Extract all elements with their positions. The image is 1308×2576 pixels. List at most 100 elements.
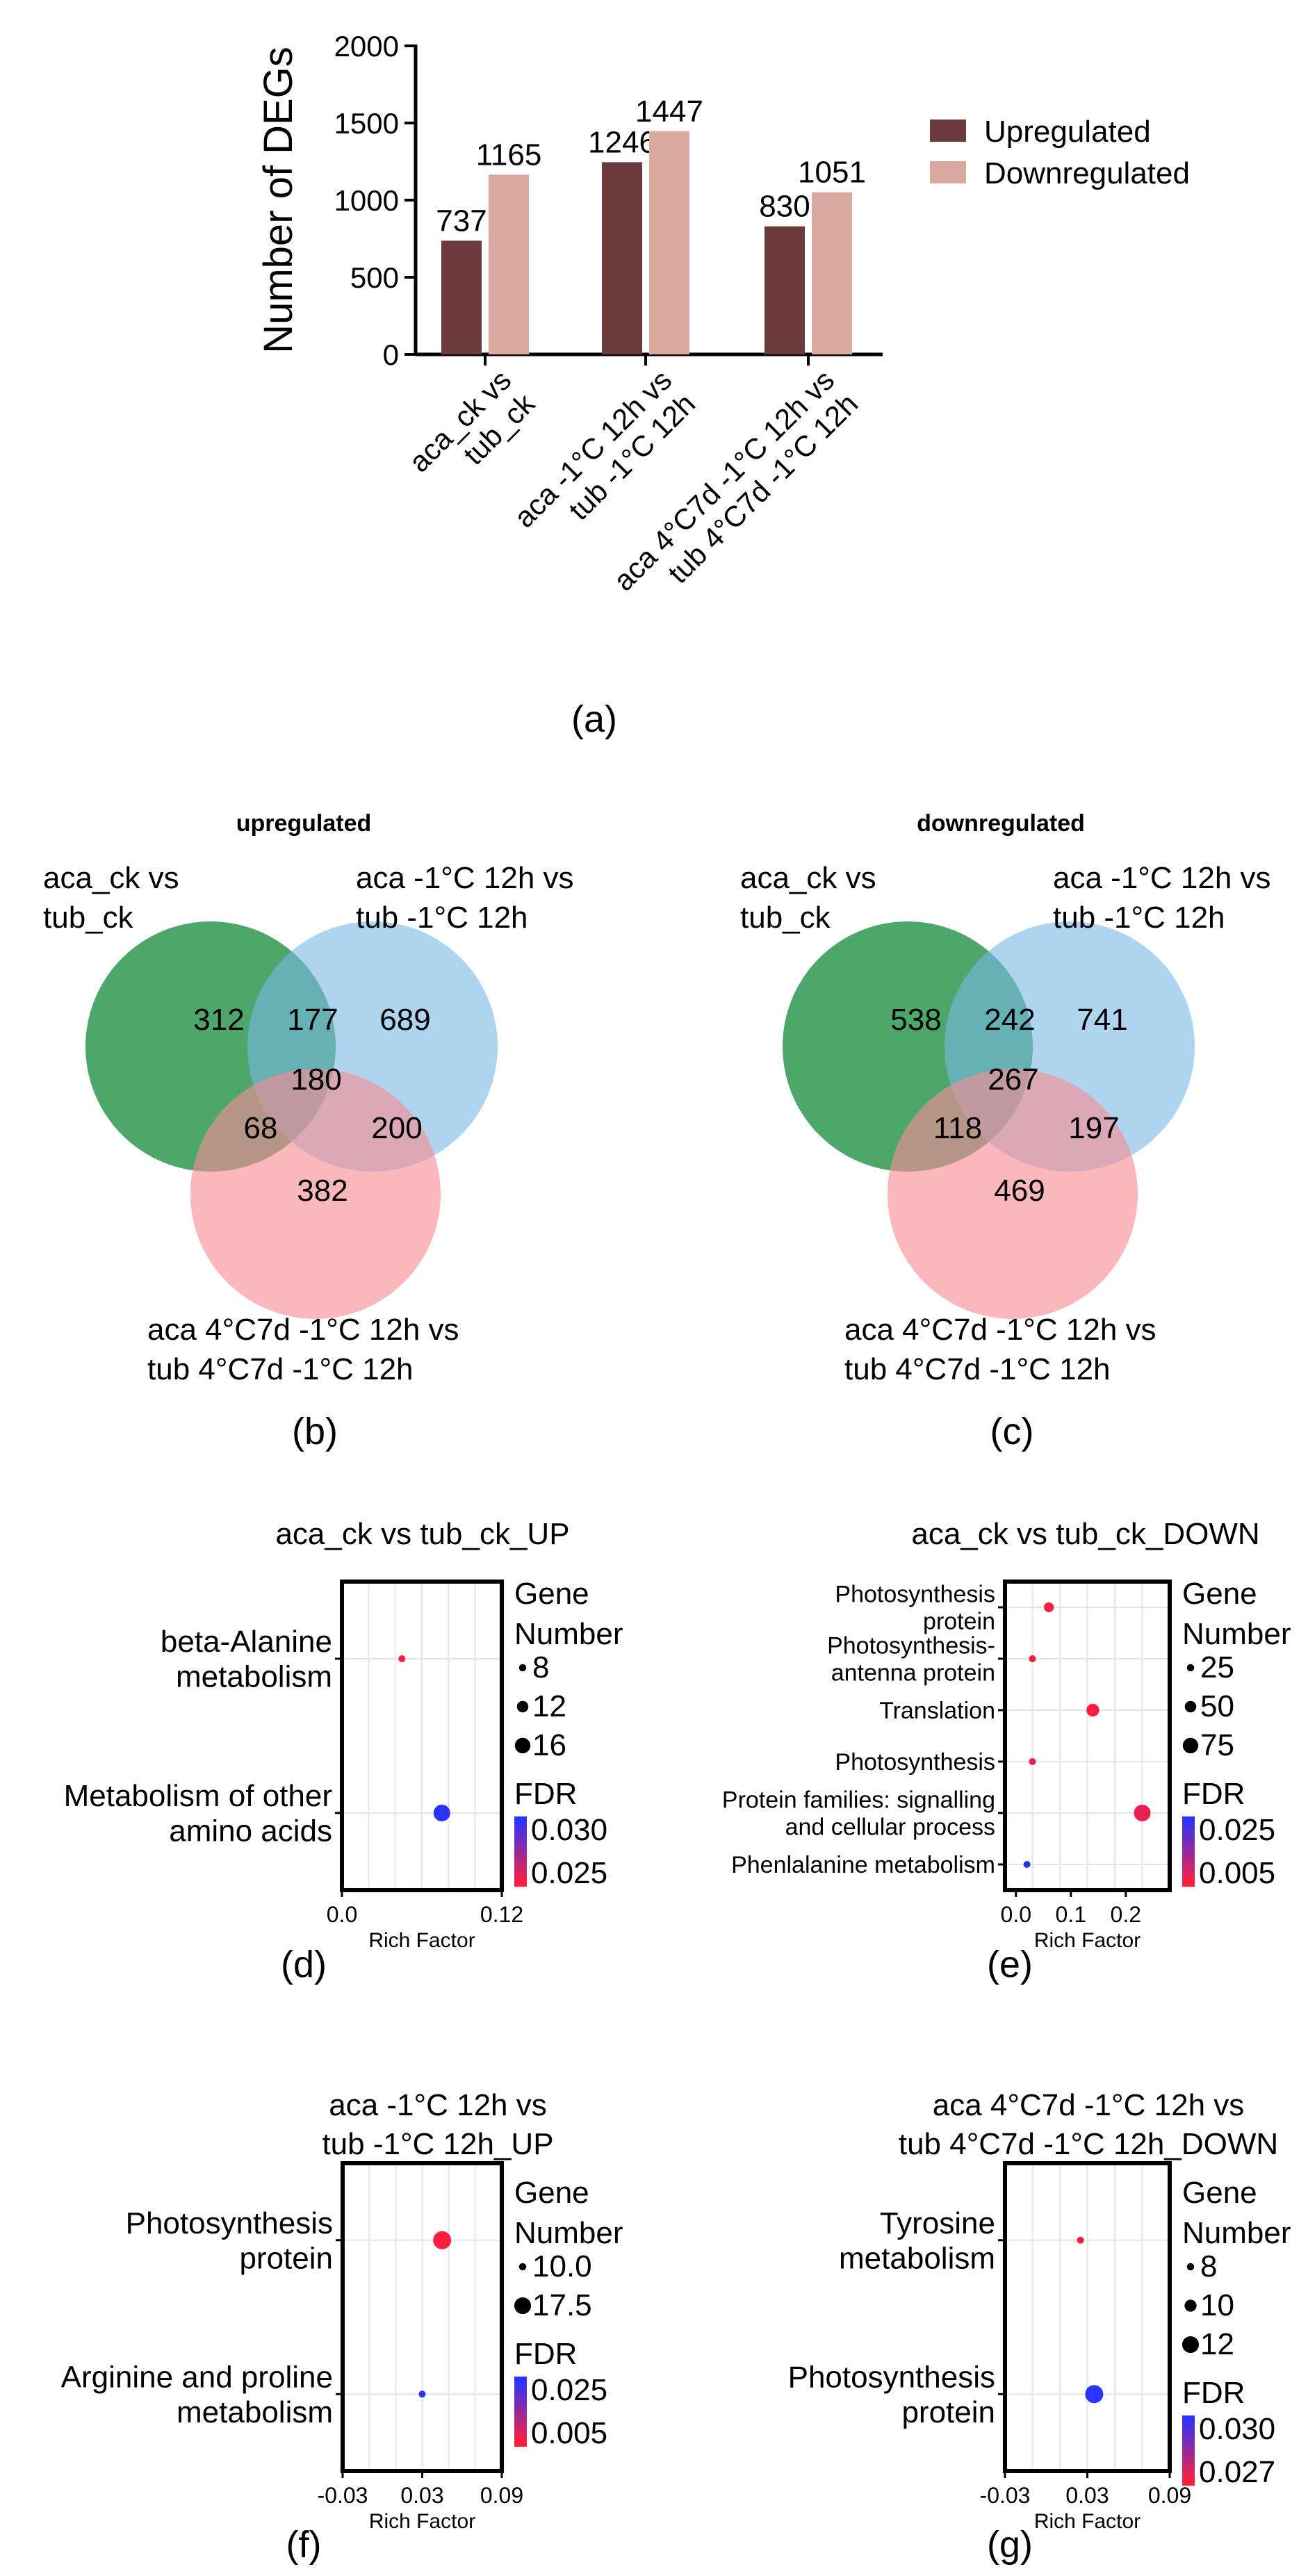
legend-gene-title: Gene xyxy=(514,2176,589,2210)
plot-title: aca 4°C7d -1°C 12h vs xyxy=(933,2088,1245,2122)
venn-set-label-a: tub_ck xyxy=(43,901,134,935)
legend-fdr-label: 0.025 xyxy=(531,2373,607,2407)
term-label: Photosynthesis xyxy=(126,2206,333,2240)
legend-fdr-bar xyxy=(1182,1858,1195,1866)
legend-gene-title: Number xyxy=(1182,1617,1291,1651)
bubble-chart-f: aca -1°C 12h vs tub -1°C 12h_UP Photosynth… xyxy=(61,2088,623,2566)
legend-fdr-bar xyxy=(514,1844,527,1852)
legend-size-dot xyxy=(1184,2299,1197,2312)
legend-gene-title: Number xyxy=(514,2216,623,2250)
legend-size-dot xyxy=(514,1737,531,1754)
term-label: Photosynthesis xyxy=(835,1581,995,1607)
venn-set-label-a: aca_ck vs xyxy=(740,861,876,895)
bubble-point xyxy=(1085,2385,1104,2404)
legend-fdr-bar xyxy=(1182,2478,1195,2486)
legend-gene-title: Number xyxy=(514,1617,623,1651)
x-tick-label: 0.03 xyxy=(400,2483,443,2508)
bubble-chart-e: aca_ck vs tub_ck_DOWNPhotosynthesisprote… xyxy=(722,1517,1291,1985)
term-label: and cellular process xyxy=(785,1814,995,1840)
legend-fdr-bar xyxy=(514,2425,527,2433)
bubble-chart-d: aca_ck vs tub_ck_UP beta-Alaninemetabolis… xyxy=(64,1517,623,1985)
venn-region-ac: 68 xyxy=(244,1111,278,1145)
x-axis-label: Rich Factor xyxy=(369,2510,475,2533)
panel-label: (g) xyxy=(987,2524,1033,2566)
bar-upregulated-2 xyxy=(602,162,642,354)
legend-fdr-bar xyxy=(514,1837,527,1845)
legend-gene-level: 25 xyxy=(1200,1650,1234,1684)
x-tick-label: -0.03 xyxy=(980,2483,1031,2508)
legend-fdr-bar xyxy=(1182,2415,1195,2423)
legend-size-dot xyxy=(518,1664,527,1672)
legend-fdr-bar xyxy=(514,1879,527,1887)
venn-region-abc: 180 xyxy=(291,1063,341,1097)
plot-title: aca_ck vs tub_ck_DOWN xyxy=(911,1517,1259,1551)
legend-fdr-bar xyxy=(1182,1830,1195,1838)
venn-c: downregulated aca_ck vs tub_ck aca -1°C 12h… xyxy=(740,810,1271,1452)
term-label: Protein families: signalling xyxy=(722,1787,995,1813)
legend-gene-level: 8 xyxy=(1200,2249,1217,2283)
x-axis-label: Rich Factor xyxy=(1034,2510,1141,2533)
venn-set-label-c: tub 4°C7d -1°C 12h xyxy=(147,1352,414,1386)
legend-fdr-label: 0.005 xyxy=(531,2416,607,2450)
bubble-point xyxy=(398,1655,406,1662)
bubble-point xyxy=(433,2231,452,2249)
legend-fdr-bar xyxy=(514,1851,527,1859)
bubble-point xyxy=(1029,1655,1036,1662)
y-tick-label: 2000 xyxy=(334,30,399,63)
legend-fdr-bar xyxy=(1182,1879,1195,1887)
venn-set-label-c: tub 4°C7d -1°C 12h xyxy=(844,1352,1111,1386)
legend-fdr-bar xyxy=(514,2390,527,2398)
venn-set-label-b: aca -1°C 12h vs xyxy=(356,861,574,895)
legend-fdr-bar xyxy=(1182,1823,1195,1831)
legend-fdr-label: 0.030 xyxy=(531,1813,607,1847)
bar-downregulated-2 xyxy=(649,131,689,355)
venn-title: downregulated xyxy=(917,810,1085,837)
legend-fdr-label: 0.005 xyxy=(1199,1856,1275,1890)
legend-fdr-title: FDR xyxy=(1182,2376,1245,2410)
bar-value-label: 1447 xyxy=(635,95,703,129)
legend-gene-level: 10.0 xyxy=(532,2249,592,2283)
legend-fdr-title: FDR xyxy=(514,2337,577,2371)
x-tick-label: 0.09 xyxy=(480,2483,523,2508)
bubble-point xyxy=(1023,1861,1031,1868)
legend-fdr-bar xyxy=(1182,1837,1195,1845)
legend-gene-title: Gene xyxy=(514,1577,589,1611)
plot-title: aca -1°C 12h vs xyxy=(329,2088,547,2122)
bar-upregulated-1 xyxy=(441,240,482,354)
legend-gene-level: 75 xyxy=(1200,1728,1234,1762)
bar-value-label: 1165 xyxy=(476,138,542,172)
term-label: amino acids xyxy=(169,1814,332,1848)
venn-region-b: 689 xyxy=(379,1003,430,1037)
legend-fdr-bar xyxy=(514,1830,527,1838)
legend-size-dot xyxy=(1182,2336,1200,2354)
term-label: metabolism xyxy=(177,2395,333,2429)
legend-gene-level: 8 xyxy=(532,1650,549,1684)
bubble-point xyxy=(433,1805,450,1821)
legend-size-dot xyxy=(516,1700,529,1713)
bubble-chart-g: aca 4°C7d -1°C 12h vs tub 4°C7d -1°C 12h_… xyxy=(788,2088,1291,2566)
panel-label: (c) xyxy=(990,1411,1034,1452)
panel-label: (f) xyxy=(286,2524,322,2566)
term-label: beta-Alanine xyxy=(161,1625,332,1659)
legend-size-dot xyxy=(1184,1700,1197,1713)
term-label: antenna protein xyxy=(831,1659,995,1686)
legend-fdr-bar xyxy=(1182,2443,1195,2451)
legend-gene-title: Gene xyxy=(1182,2176,1257,2210)
venn-region-b: 741 xyxy=(1077,1003,1127,1037)
bar-value-label: 737 xyxy=(436,204,487,238)
term-label: protein xyxy=(923,1608,995,1634)
legend-fdr-bar xyxy=(514,1858,527,1866)
legend-fdr-bar xyxy=(514,2411,527,2419)
legend-fdr-bar xyxy=(1182,1865,1195,1873)
legend-fdr-bar xyxy=(514,2439,527,2447)
y-axis-label: Number of DEGs xyxy=(256,47,301,354)
venn-region-c: 382 xyxy=(297,1174,348,1208)
venn-region-ab: 242 xyxy=(984,1003,1035,1037)
term-label: Photosynthesis xyxy=(835,1749,995,1775)
venn-region-bc: 197 xyxy=(1068,1111,1119,1145)
legend-gene-level: 50 xyxy=(1200,1689,1234,1723)
venn-set-label-b: aca -1°C 12h vs xyxy=(1053,861,1271,895)
panel-label: (e) xyxy=(987,1944,1033,1985)
